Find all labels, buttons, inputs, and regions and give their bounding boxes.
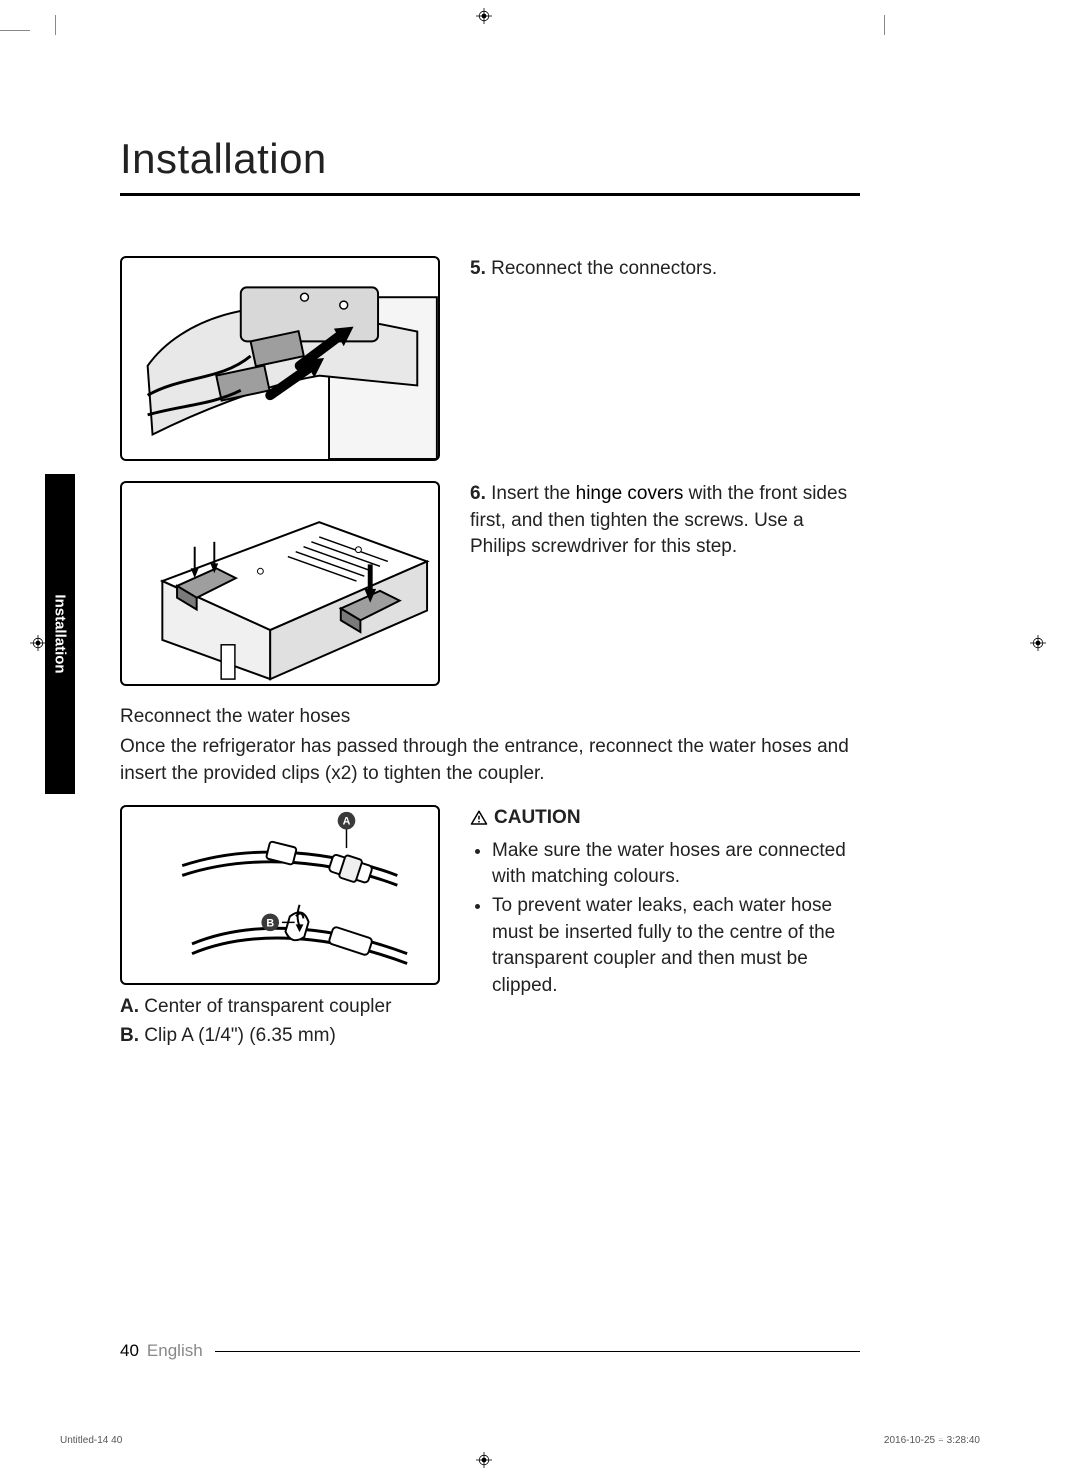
page-content: Installation — [120, 135, 860, 1050]
step-number: 5. — [470, 258, 486, 279]
footer-rule — [215, 1351, 860, 1352]
caution-block: CAUTION Make sure the water hoses are co… — [470, 805, 860, 1050]
step-row: 6. Insert the hinge covers with the fron… — [120, 481, 860, 686]
legend-item: A. Center of transparent coupler — [120, 993, 440, 1022]
footer-language: English — [147, 1341, 203, 1361]
registration-mark-icon — [1030, 635, 1046, 651]
step-number: 6. — [470, 483, 486, 504]
registration-mark-icon — [476, 1452, 492, 1468]
callout-a-label: A — [343, 816, 351, 828]
step-body: Reconnect the connectors. — [491, 258, 717, 279]
page-number: 40 — [120, 1341, 139, 1361]
caution-row: A B A. Center of transparent coupler B. … — [120, 805, 860, 1050]
step-text: 6. Insert the hinge covers with the fron… — [470, 481, 860, 686]
crop-mark — [55, 15, 56, 35]
subheading: Reconnect the water hoses — [120, 706, 860, 728]
figure-hinge-covers — [120, 481, 440, 686]
step-row: 5. Reconnect the connectors. — [120, 256, 860, 461]
caution-item: Make sure the water hoses are connected … — [492, 838, 860, 891]
legend-item: B. Clip A (1/4") (6.35 mm) — [120, 1022, 440, 1051]
legend-key: B. — [120, 1025, 139, 1046]
figure-legend: A. Center of transparent coupler B. Clip… — [120, 993, 440, 1050]
caution-list: Make sure the water hoses are connected … — [470, 838, 860, 1000]
caution-label: CAUTION — [494, 805, 581, 832]
legend-key: A. — [120, 996, 139, 1017]
legend-text: Clip A (1/4") (6.35 mm) — [144, 1025, 336, 1046]
page-footer: 40 English — [120, 1341, 860, 1361]
step-text: 5. Reconnect the connectors. — [470, 256, 860, 461]
section-tab-label: Installation — [52, 594, 69, 673]
crop-mark — [0, 30, 30, 31]
print-meta-right: 2016-10-25 ⍨ 3:28:40 — [884, 1435, 980, 1446]
section-tab: Installation — [45, 474, 75, 794]
step-body-prefix: Insert the — [491, 483, 576, 504]
print-meta-left: Untitled-14 40 — [60, 1435, 122, 1446]
registration-mark-icon — [30, 635, 46, 651]
step-body-bold: hinge covers — [576, 483, 684, 504]
legend-text: Center of transparent coupler — [144, 996, 391, 1017]
figure-reconnect-connectors — [120, 256, 440, 461]
caution-item: To prevent water leaks, each water hose … — [492, 893, 860, 999]
figure-column: A B A. Center of transparent coupler B. … — [120, 805, 440, 1050]
body-text: Once the refrigerator has passed through… — [120, 734, 860, 787]
figure-water-hoses: A B — [120, 805, 440, 985]
registration-mark-icon — [476, 8, 492, 24]
caution-icon — [470, 809, 488, 827]
caution-header: CAUTION — [470, 805, 860, 832]
page-title: Installation — [120, 135, 860, 196]
callout-b-label: B — [266, 917, 274, 929]
crop-mark — [884, 15, 885, 35]
